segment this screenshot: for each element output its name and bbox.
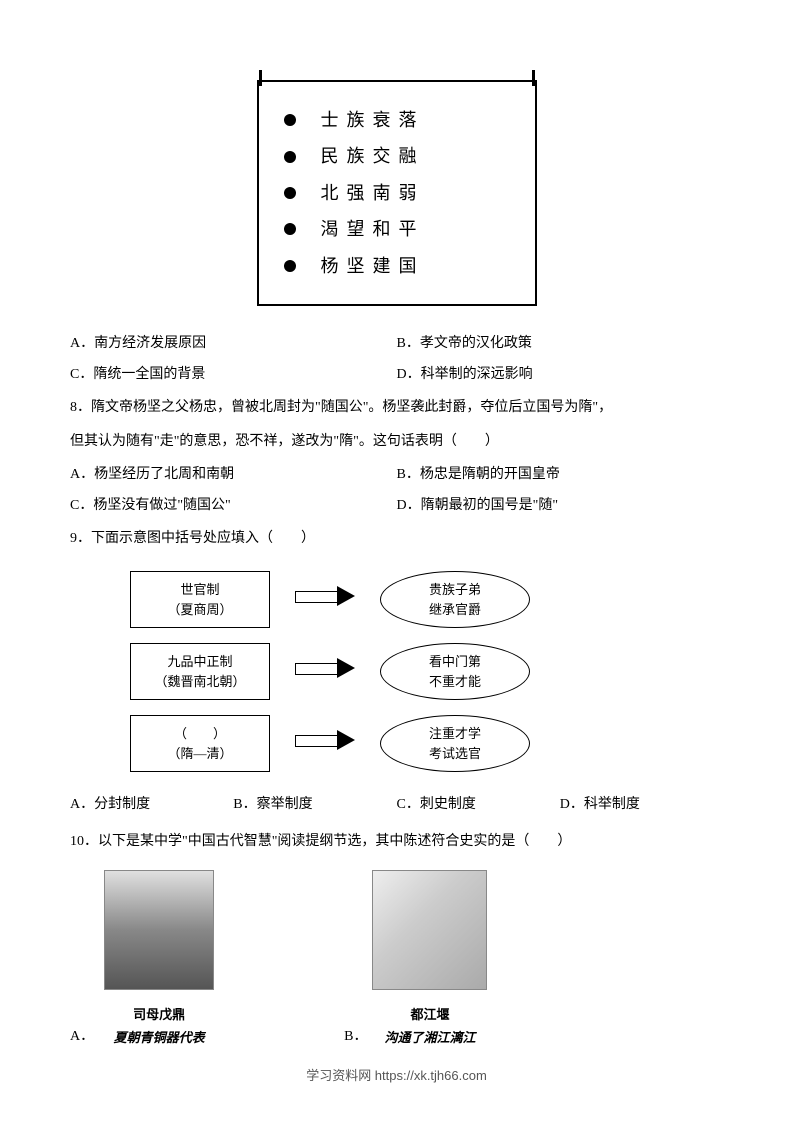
diagram-row-1: 世官制 （夏商周） 贵族子弟 继承官爵 (130, 571, 723, 628)
scroll-item: 杨坚建国 (284, 250, 510, 282)
bullet-icon (284, 223, 296, 235)
box-line: （隋—清） (151, 744, 249, 764)
q8-line2: 但其认为随有"走"的意思，恐不祥，遂改为"隋"。这句话表明（ ） (70, 429, 723, 454)
ellipse-box-1: 贵族子弟 继承官爵 (380, 571, 530, 628)
option-d: D．隋朝最初的国号是"随" (397, 493, 724, 518)
box-line: （魏晋南北朝） (151, 672, 249, 692)
scroll-text: 杨坚建国 (321, 250, 425, 282)
ding-image (104, 870, 214, 990)
ellipse-box-3: 注重才学 考试选官 (380, 715, 530, 772)
option-b: B．孝文帝的汉化政策 (397, 331, 724, 356)
ellipse-line: 考试选官 (409, 744, 501, 764)
box-line: 世官制 (151, 580, 249, 600)
q7-options-row-2: C．隋统一全国的背景 D．科举制的深远影响 (70, 362, 723, 387)
option-c: C．隋统一全国的背景 (70, 362, 397, 387)
q9-text: 9．下面示意图中括号处应填入（ ） (70, 526, 723, 551)
option-a: A．分封制度 (70, 792, 233, 817)
option-b: B．察举制度 (233, 792, 396, 817)
option-a: A．南方经济发展原因 (70, 331, 397, 356)
q8-options-row-2: C．杨坚没有做过"随国公" D．隋朝最初的国号是"随" (70, 493, 723, 518)
ellipse-box-2: 看中门第 不重才能 (380, 643, 530, 700)
map-image (372, 870, 487, 990)
bullet-icon (284, 151, 296, 163)
scroll-item: 北强南弱 (284, 177, 510, 209)
scroll-item: 士族衰落 (284, 104, 510, 136)
caption-a: 司母戊鼎 (104, 1003, 214, 1026)
arrow-icon (295, 654, 355, 690)
sub-caption-b: 沟通了湘江漓江 (372, 1026, 487, 1049)
bullet-icon (284, 187, 296, 199)
box-line: （ ） (151, 724, 249, 744)
diagram-row-3: （ ） （隋—清） 注重才学 考试选官 (130, 715, 723, 772)
option-b: B．杨忠是隋朝的开国皇帝 (397, 462, 724, 487)
bullet-icon (284, 260, 296, 272)
scroll-item: 渴望和平 (284, 213, 510, 245)
sub-caption-a: 夏朝青铜器代表 (104, 1026, 214, 1049)
image-block-a: 司母戊鼎 夏朝青铜器代表 (104, 870, 214, 1050)
ellipse-line: 看中门第 (409, 652, 501, 672)
scroll-info-box: 士族衰落 民族交融 北强南弱 渴望和平 杨坚建国 (257, 80, 537, 306)
scroll-text: 民族交融 (321, 140, 425, 172)
q10-text: 10．以下是某中学"中国古代智慧"阅读提纲节选，其中陈述符合史实的是（ ） (70, 829, 723, 854)
image-block-b: 都江堰 沟通了湘江漓江 (372, 870, 487, 1050)
box-line: 九品中正制 (151, 652, 249, 672)
caption-b: 都江堰 (372, 1003, 487, 1026)
q7-options-row-1: A．南方经济发展原因 B．孝文帝的汉化政策 (70, 331, 723, 356)
scroll-text: 士族衰落 (321, 104, 425, 136)
box-line: （夏商周） (151, 600, 249, 620)
scroll-item: 民族交融 (284, 140, 510, 172)
option-c: C．杨坚没有做过"随国公" (70, 493, 397, 518)
rect-box-1: 世官制 （夏商周） (130, 571, 270, 628)
option-letter-a: A． (70, 1024, 94, 1049)
rect-box-3: （ ） （隋—清） (130, 715, 270, 772)
scroll-text: 渴望和平 (321, 213, 425, 245)
arrow-icon (295, 726, 355, 762)
option-d: D．科举制度 (560, 792, 723, 817)
option-d: D．科举制的深远影响 (397, 362, 724, 387)
q9-options: A．分封制度 B．察举制度 C．刺史制度 D．科举制度 (70, 792, 723, 817)
option-a: A．杨坚经历了北周和南朝 (70, 462, 397, 487)
ellipse-line: 贵族子弟 (409, 580, 501, 600)
arrow-icon (295, 582, 355, 618)
ellipse-line: 继承官爵 (409, 600, 501, 620)
q9-diagram: 世官制 （夏商周） 贵族子弟 继承官爵 九品中正制 （魏晋南北朝） 看中门第 不… (130, 571, 723, 772)
q8-options-row-1: A．杨坚经历了北周和南朝 B．杨忠是隋朝的开国皇帝 (70, 462, 723, 487)
page-footer: 学习资料网 https://xk.tjh66.com (0, 1064, 793, 1087)
scroll-text: 北强南弱 (321, 177, 425, 209)
ellipse-line: 不重才能 (409, 672, 501, 692)
q10-images: A． 司母戊鼎 夏朝青铜器代表 B． 都江堰 沟通了湘江漓江 (70, 870, 723, 1050)
diagram-row-2: 九品中正制 （魏晋南北朝） 看中门第 不重才能 (130, 643, 723, 700)
option-c: C．刺史制度 (397, 792, 560, 817)
rect-box-2: 九品中正制 （魏晋南北朝） (130, 643, 270, 700)
q8-line1: 8．隋文帝杨坚之父杨忠，曾被北周封为"随国公"。杨坚袭此封爵，夺位后立国号为隋"… (70, 395, 723, 420)
bullet-icon (284, 114, 296, 126)
ellipse-line: 注重才学 (409, 724, 501, 744)
option-letter-b: B． (344, 1024, 367, 1049)
